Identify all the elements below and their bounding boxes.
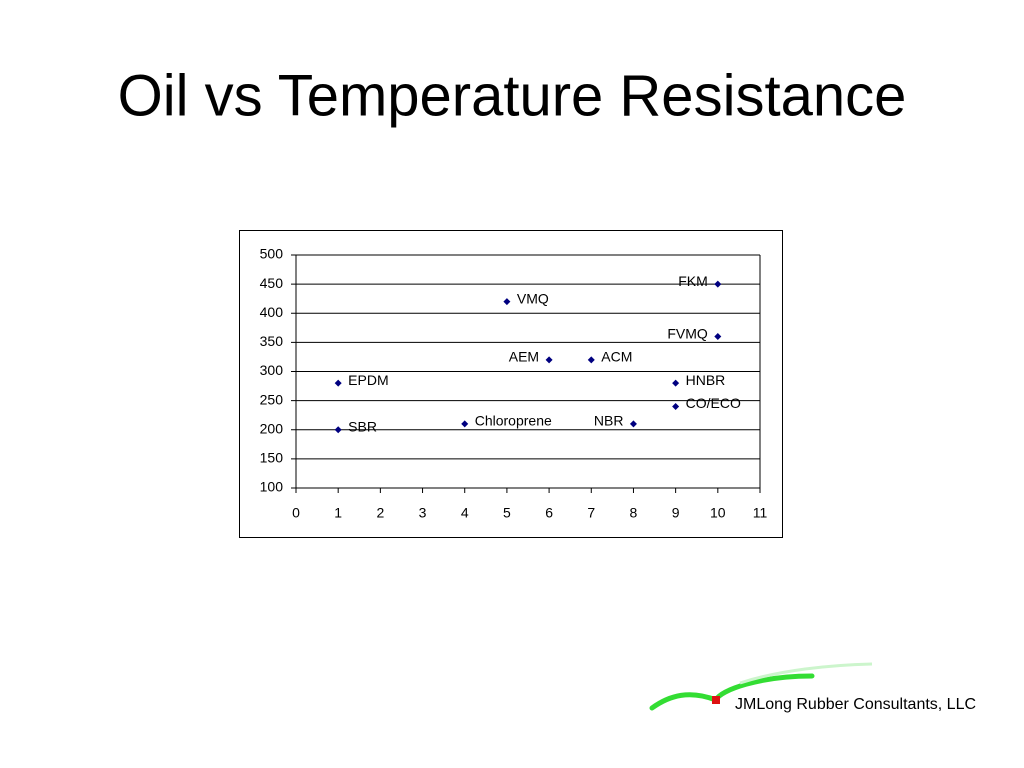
y-tick-label: 350 — [260, 333, 284, 349]
x-tick-label: 0 — [292, 505, 300, 521]
x-tick-label: 8 — [630, 505, 638, 521]
point — [714, 333, 722, 341]
logo-swoosh-faint — [739, 662, 873, 685]
point — [672, 402, 680, 410]
point — [545, 356, 553, 364]
point-label: FVMQ — [667, 325, 708, 341]
y-tick-label: 500 — [260, 246, 284, 262]
x-tick-label: 10 — [710, 505, 726, 521]
logo-dot — [712, 696, 720, 704]
x-tick-label: 2 — [376, 505, 384, 521]
point — [629, 420, 637, 428]
x-tick-label: 5 — [503, 505, 511, 521]
point-label: SBR — [348, 418, 377, 434]
x-tick-label: 9 — [672, 505, 680, 521]
logo: JMLong Rubber Consultants, LLC — [649, 662, 976, 713]
slide-title: Oil vs Temperature Resistance — [118, 63, 907, 128]
x-tick-label: 4 — [461, 505, 469, 521]
point — [672, 379, 680, 387]
y-tick-label: 400 — [260, 304, 284, 320]
chart-frame — [239, 230, 783, 538]
x-tick-label: 7 — [587, 505, 595, 521]
point-label: NBR — [594, 413, 624, 429]
point — [587, 356, 595, 364]
point-label: EPDM — [348, 372, 388, 388]
y-tick-label: 300 — [260, 362, 284, 378]
point-label: CO/ECO — [686, 395, 741, 411]
y-tick-label: 200 — [260, 420, 284, 436]
point — [334, 426, 342, 434]
point — [461, 420, 469, 428]
point — [503, 298, 511, 306]
x-tick-label: 3 — [419, 505, 427, 521]
point — [714, 280, 722, 288]
point-label: FKM — [678, 273, 708, 289]
point-label: HNBR — [686, 372, 726, 388]
point — [334, 379, 342, 387]
x-tick-label: 11 — [753, 505, 768, 521]
point-label: AEM — [509, 349, 539, 365]
y-tick-label: 100 — [260, 479, 284, 495]
y-tick-label: 150 — [260, 450, 284, 466]
y-tick-label: 250 — [260, 391, 284, 407]
x-tick-label: 1 — [334, 505, 342, 521]
y-tick-label: 450 — [260, 275, 284, 291]
point-label: Chloroprene — [475, 413, 552, 429]
point-label: ACM — [601, 349, 632, 365]
logo-text: JMLong Rubber Consultants, LLC — [735, 696, 976, 713]
point-label: VMQ — [517, 290, 549, 306]
x-tick-label: 6 — [545, 505, 553, 521]
